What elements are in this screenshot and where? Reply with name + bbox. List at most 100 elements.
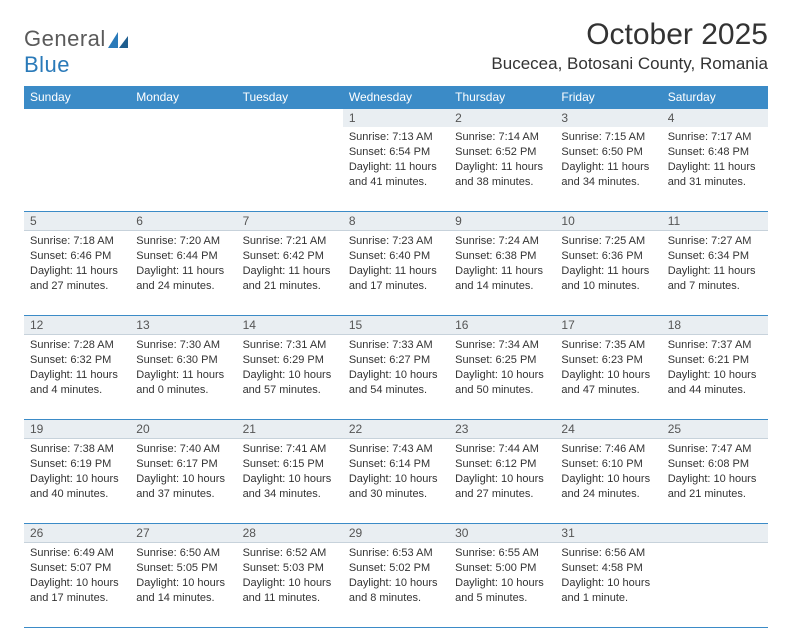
day-cell: Sunrise: 7:13 AMSunset: 6:54 PMDaylight:… — [343, 127, 449, 211]
week-body-row: Sunrise: 7:18 AMSunset: 6:46 PMDaylight:… — [24, 231, 768, 316]
sunset-line: Sunset: 6:10 PM — [561, 457, 655, 472]
day-cell: Sunrise: 7:34 AMSunset: 6:25 PMDaylight:… — [449, 335, 555, 419]
day-number-cell: 9 — [449, 212, 555, 230]
sunset-line: Sunset: 6:32 PM — [30, 353, 124, 368]
sunrise-line: Sunrise: 7:43 AM — [349, 442, 443, 457]
day-number-cell: 6 — [130, 212, 236, 230]
day-cell: Sunrise: 7:27 AMSunset: 6:34 PMDaylight:… — [662, 231, 768, 315]
day-cell: Sunrise: 6:50 AMSunset: 5:05 PMDaylight:… — [130, 543, 236, 627]
day-number-cell: 2 — [449, 109, 555, 127]
daylight-line: Daylight: 10 hours and 37 minutes. — [136, 472, 230, 502]
calendar-page: GeneralBlue October 2025 Bucecea, Botosa… — [0, 0, 792, 628]
sunrise-line: Sunrise: 6:50 AM — [136, 546, 230, 561]
weekday-header: Monday — [130, 86, 236, 109]
day-cell — [130, 127, 236, 211]
sunset-line: Sunset: 6:27 PM — [349, 353, 443, 368]
day-number-cell: 20 — [130, 420, 236, 438]
day-number-cell: 26 — [24, 524, 130, 542]
daynum-row: 567891011 — [24, 212, 768, 231]
day-number-cell: 21 — [237, 420, 343, 438]
sunrise-line: Sunrise: 7:33 AM — [349, 338, 443, 353]
day-cell: Sunrise: 6:55 AMSunset: 5:00 PMDaylight:… — [449, 543, 555, 627]
sunset-line: Sunset: 5:07 PM — [30, 561, 124, 576]
daylight-line: Daylight: 10 hours and 47 minutes. — [561, 368, 655, 398]
daylight-line: Daylight: 10 hours and 54 minutes. — [349, 368, 443, 398]
sunrise-line: Sunrise: 7:31 AM — [243, 338, 337, 353]
day-number-cell — [130, 109, 236, 127]
day-number-cell: 22 — [343, 420, 449, 438]
daylight-line: Daylight: 11 hours and 7 minutes. — [668, 264, 762, 294]
day-number-cell: 24 — [555, 420, 661, 438]
daylight-line: Daylight: 10 hours and 8 minutes. — [349, 576, 443, 606]
sunset-line: Sunset: 6:52 PM — [455, 145, 549, 160]
daylight-line: Daylight: 10 hours and 17 minutes. — [30, 576, 124, 606]
day-number-cell: 13 — [130, 316, 236, 334]
daylight-line: Daylight: 11 hours and 21 minutes. — [243, 264, 337, 294]
sunset-line: Sunset: 6:14 PM — [349, 457, 443, 472]
daylight-line: Daylight: 10 hours and 21 minutes. — [668, 472, 762, 502]
day-cell: Sunrise: 6:52 AMSunset: 5:03 PMDaylight:… — [237, 543, 343, 627]
sunset-line: Sunset: 6:21 PM — [668, 353, 762, 368]
day-cell: Sunrise: 7:33 AMSunset: 6:27 PMDaylight:… — [343, 335, 449, 419]
daynum-row: 1234 — [24, 109, 768, 127]
weekday-header: Sunday — [24, 86, 130, 109]
weekday-header: Thursday — [449, 86, 555, 109]
sunrise-line: Sunrise: 6:49 AM — [30, 546, 124, 561]
day-cell: Sunrise: 7:20 AMSunset: 6:44 PMDaylight:… — [130, 231, 236, 315]
weekday-header: Wednesday — [343, 86, 449, 109]
daylight-line: Daylight: 11 hours and 4 minutes. — [30, 368, 124, 398]
sunset-line: Sunset: 5:05 PM — [136, 561, 230, 576]
sunset-line: Sunset: 6:44 PM — [136, 249, 230, 264]
day-number-cell: 31 — [555, 524, 661, 542]
day-cell: Sunrise: 7:28 AMSunset: 6:32 PMDaylight:… — [24, 335, 130, 419]
sail-icon — [108, 28, 128, 54]
day-cell: Sunrise: 7:44 AMSunset: 6:12 PMDaylight:… — [449, 439, 555, 523]
sunrise-line: Sunrise: 7:25 AM — [561, 234, 655, 249]
sunrise-line: Sunrise: 7:28 AM — [30, 338, 124, 353]
week-group: 19202122232425Sunrise: 7:38 AMSunset: 6:… — [24, 420, 768, 524]
day-cell: Sunrise: 7:17 AMSunset: 6:48 PMDaylight:… — [662, 127, 768, 211]
daylight-line: Daylight: 11 hours and 34 minutes. — [561, 160, 655, 190]
day-cell: Sunrise: 6:49 AMSunset: 5:07 PMDaylight:… — [24, 543, 130, 627]
day-number-cell: 14 — [237, 316, 343, 334]
sunset-line: Sunset: 5:02 PM — [349, 561, 443, 576]
sunset-line: Sunset: 6:38 PM — [455, 249, 549, 264]
sunset-line: Sunset: 6:50 PM — [561, 145, 655, 160]
sunset-line: Sunset: 4:58 PM — [561, 561, 655, 576]
day-number-cell: 15 — [343, 316, 449, 334]
daylight-line: Daylight: 11 hours and 17 minutes. — [349, 264, 443, 294]
daylight-line: Daylight: 10 hours and 34 minutes. — [243, 472, 337, 502]
day-number-cell: 8 — [343, 212, 449, 230]
daylight-line: Daylight: 10 hours and 40 minutes. — [30, 472, 124, 502]
day-number-cell: 16 — [449, 316, 555, 334]
sunset-line: Sunset: 6:23 PM — [561, 353, 655, 368]
daylight-line: Daylight: 10 hours and 1 minute. — [561, 576, 655, 606]
day-cell: Sunrise: 7:30 AMSunset: 6:30 PMDaylight:… — [130, 335, 236, 419]
daylight-line: Daylight: 10 hours and 57 minutes. — [243, 368, 337, 398]
day-number-cell — [24, 109, 130, 127]
day-cell — [237, 127, 343, 211]
day-cell: Sunrise: 7:14 AMSunset: 6:52 PMDaylight:… — [449, 127, 555, 211]
sunrise-line: Sunrise: 7:17 AM — [668, 130, 762, 145]
brand-text: GeneralBlue — [24, 26, 128, 78]
sunrise-line: Sunrise: 7:20 AM — [136, 234, 230, 249]
daynum-row: 262728293031 — [24, 524, 768, 543]
sunrise-line: Sunrise: 7:44 AM — [455, 442, 549, 457]
week-group: 262728293031Sunrise: 6:49 AMSunset: 5:07… — [24, 524, 768, 628]
day-number-cell: 18 — [662, 316, 768, 334]
day-cell: Sunrise: 6:56 AMSunset: 4:58 PMDaylight:… — [555, 543, 661, 627]
daylight-line: Daylight: 10 hours and 24 minutes. — [561, 472, 655, 502]
day-number-cell: 19 — [24, 420, 130, 438]
day-cell: Sunrise: 7:31 AMSunset: 6:29 PMDaylight:… — [237, 335, 343, 419]
sunset-line: Sunset: 5:00 PM — [455, 561, 549, 576]
sunrise-line: Sunrise: 6:52 AM — [243, 546, 337, 561]
daylight-line: Daylight: 11 hours and 41 minutes. — [349, 160, 443, 190]
day-number-cell: 1 — [343, 109, 449, 127]
day-number-cell: 5 — [24, 212, 130, 230]
day-number-cell: 3 — [555, 109, 661, 127]
week-body-row: Sunrise: 7:13 AMSunset: 6:54 PMDaylight:… — [24, 127, 768, 212]
sunset-line: Sunset: 6:15 PM — [243, 457, 337, 472]
daylight-line: Daylight: 11 hours and 14 minutes. — [455, 264, 549, 294]
weekday-header: Friday — [555, 86, 661, 109]
sunrise-line: Sunrise: 7:46 AM — [561, 442, 655, 457]
